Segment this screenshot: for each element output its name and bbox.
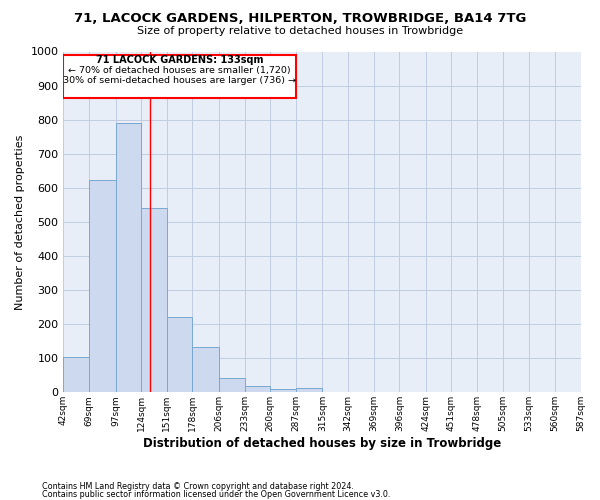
Bar [245,386,270,392]
Text: Contains public sector information licensed under the Open Government Licence v3: Contains public sector information licen… [42,490,391,499]
Bar [141,208,167,392]
Bar [64,54,296,98]
Text: Contains HM Land Registry data © Crown copyright and database right 2024.: Contains HM Land Registry data © Crown c… [42,482,354,491]
Bar [219,378,245,392]
Bar [89,180,116,392]
Text: Size of property relative to detached houses in Trowbridge: Size of property relative to detached ho… [137,26,463,36]
Bar [116,124,141,392]
Text: 71, LACOCK GARDENS, HILPERTON, TROWBRIDGE, BA14 7TG: 71, LACOCK GARDENS, HILPERTON, TROWBRIDG… [74,12,526,26]
Y-axis label: Number of detached properties: Number of detached properties [15,134,25,310]
Text: 30% of semi-detached houses are larger (736) →: 30% of semi-detached houses are larger (… [63,76,296,85]
Bar [270,389,296,392]
X-axis label: Distribution of detached houses by size in Trowbridge: Distribution of detached houses by size … [143,437,501,450]
Bar [296,388,322,392]
Bar [167,318,193,392]
Text: 71 LACOCK GARDENS: 133sqm: 71 LACOCK GARDENS: 133sqm [96,55,263,65]
Bar [193,347,219,393]
Bar [64,357,89,392]
Text: ← 70% of detached houses are smaller (1,720): ← 70% of detached houses are smaller (1,… [68,66,291,74]
